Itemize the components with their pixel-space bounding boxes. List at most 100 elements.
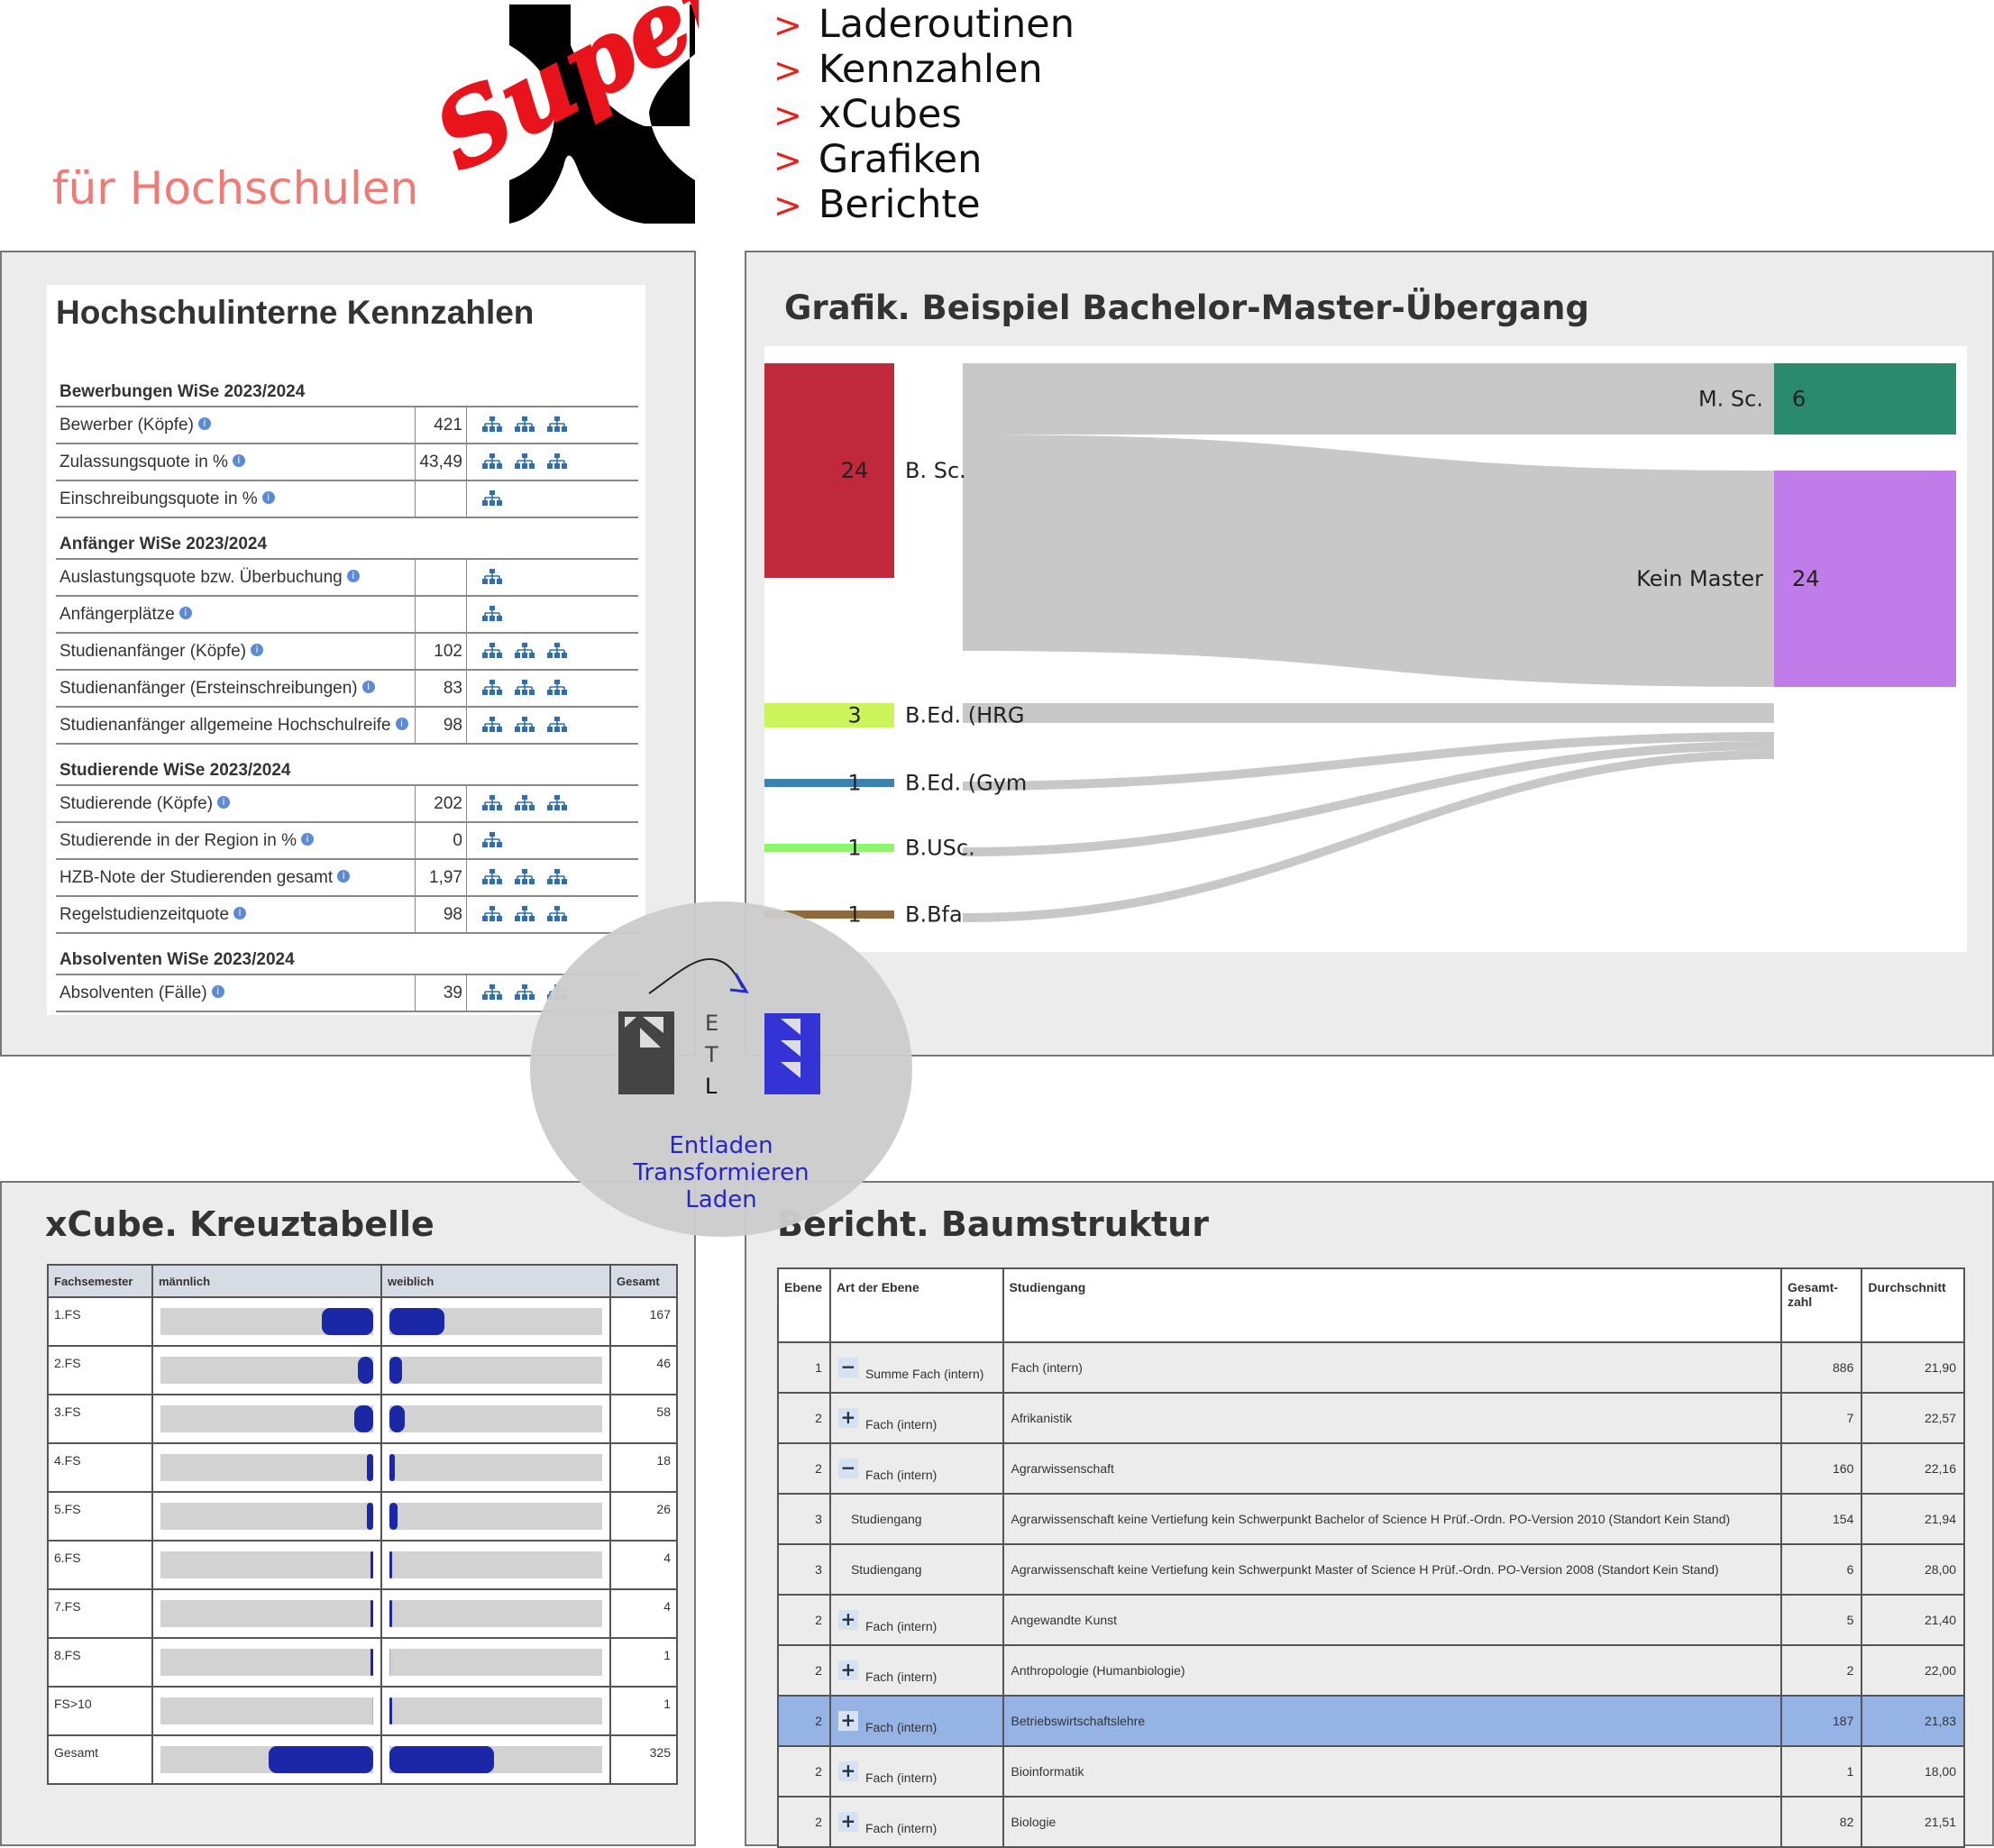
xcube-column-header[interactable]: weiblich: [380, 1264, 611, 1298]
xcube-male-cell: [151, 1637, 382, 1688]
hierarchy-icon[interactable]: [546, 679, 568, 697]
male-bar-track: [160, 1649, 373, 1676]
menu-item-xcubes[interactable]: > xCubes: [773, 90, 1075, 137]
bericht-row[interactable]: 2 + Fach (intern) Afrikanistik 7 22,57: [777, 1392, 1965, 1444]
bericht-row[interactable]: 2 + Fach (intern) Angewandte Kunst 5 21,40: [777, 1594, 1965, 1646]
bericht-column-header[interactable]: Art der Ebene: [828, 1267, 1004, 1343]
info-icon[interactable]: i: [337, 869, 351, 883]
expand-icon[interactable]: +: [837, 1761, 858, 1781]
menu-item-berichte[interactable]: > Berichte: [773, 180, 1075, 227]
info-icon[interactable]: i: [361, 680, 375, 693]
xcube-row: FS>10 1: [47, 1686, 678, 1736]
hierarchy-icon[interactable]: [481, 568, 503, 586]
xcube-row-label: FS>10: [47, 1686, 153, 1736]
hierarchy-icon[interactable]: [546, 868, 568, 886]
xcube-column-header[interactable]: Fachsemester: [47, 1264, 153, 1298]
expand-icon[interactable]: +: [837, 1660, 858, 1680]
hierarchy-icon[interactable]: [481, 716, 503, 734]
menu-item-grafiken[interactable]: > Grafiken: [773, 135, 1075, 182]
info-icon[interactable]: i: [178, 606, 192, 619]
info-icon[interactable]: i: [251, 643, 264, 656]
hierarchy-icon[interactable]: [514, 905, 535, 923]
hierarchy-icon[interactable]: [546, 642, 568, 660]
kennzahl-label: Bewerber (Köpfe): [59, 415, 194, 435]
female-bar: [389, 1649, 391, 1676]
hierarchy-icon[interactable]: [481, 905, 503, 923]
bericht-row[interactable]: 1− Summe Fach (intern) Fach (intern) 886 21,…: [777, 1341, 1965, 1394]
bericht-row[interactable]: 2 + Fach (intern) Biologie 82 21,51: [777, 1796, 1965, 1848]
hierarchy-icon[interactable]: [546, 905, 568, 923]
xcube-column-header[interactable]: Gesamt: [609, 1264, 678, 1298]
kennzahl-row: Anfängerplätze i: [56, 596, 638, 634]
hierarchy-icon[interactable]: [546, 794, 568, 812]
xcube-column-header[interactable]: männlich: [151, 1264, 382, 1298]
kennzahl-value: 102: [415, 633, 467, 671]
bericht-row[interactable]: 3 Studiengang Agrarwissenschaft keine Vert…: [777, 1543, 1965, 1596]
info-icon[interactable]: i: [395, 717, 408, 730]
hierarchy-icon[interactable]: [514, 983, 535, 1002]
hierarchy-icon[interactable]: [481, 642, 503, 660]
hierarchy-icon[interactable]: [481, 453, 503, 471]
bericht-row[interactable]: 2 + Fach (intern) Bioinformatik 1 18,00: [777, 1745, 1965, 1798]
bericht-row[interactable]: 3 Studiengang Agrarwissenschaft keine Vert…: [777, 1493, 1965, 1545]
hierarchy-icon[interactable]: [514, 679, 535, 697]
bericht-art-cell: + Fach (intern): [828, 1796, 1004, 1848]
grafik-panel: Grafik. Beispiel Bachelor-Master-Übergan…: [745, 251, 1994, 1057]
menu-item-laderoutinen[interactable]: > Laderoutinen: [773, 0, 1075, 47]
collapse-icon[interactable]: −: [837, 1459, 858, 1478]
hierarchy-icon[interactable]: [514, 794, 535, 812]
bericht-art-cell: + Fach (intern): [828, 1695, 1004, 1747]
xcube-row-label: 1.FS: [47, 1296, 153, 1347]
kennzahl-label-cell: Bewerber (Köpfe) i: [56, 407, 416, 444]
female-bar-track: [389, 1746, 602, 1773]
hierarchy-icon[interactable]: [481, 868, 503, 886]
expand-icon[interactable]: +: [837, 1711, 858, 1731]
bericht-art: Fach (intern): [864, 1467, 938, 1482]
hierarchy-icon[interactable]: [514, 416, 535, 434]
bericht-ebene: 2: [777, 1796, 831, 1848]
xcube-row: 1.FS 167: [47, 1296, 678, 1347]
info-icon[interactable]: i: [232, 453, 245, 467]
bericht-column-header[interactable]: Gesamt-zahl: [1779, 1267, 1863, 1343]
expand-icon[interactable]: +: [837, 1408, 858, 1428]
bericht-column-header[interactable]: Ebene: [777, 1267, 831, 1343]
bericht-column-header[interactable]: Durchschnitt: [1861, 1267, 1965, 1343]
bericht-row[interactable]: 2− Fach (intern) Agrarwissenschaft 160 22,16: [777, 1442, 1965, 1495]
info-icon[interactable]: i: [301, 832, 315, 846]
hierarchy-icon[interactable]: [481, 983, 503, 1002]
hierarchy-icon[interactable]: [481, 489, 503, 508]
xcube-row-total: 18: [609, 1442, 678, 1493]
hierarchy-icon[interactable]: [481, 605, 503, 623]
expand-icon[interactable]: +: [837, 1812, 858, 1832]
collapse-icon[interactable]: −: [837, 1358, 858, 1377]
bericht-ebene: 1: [777, 1341, 831, 1394]
bericht-row[interactable]: 2 + Fach (intern) Betriebswirtschaftslehre 1…: [777, 1695, 1965, 1747]
bericht-art-cell: − Summe Fach (intern): [828, 1341, 1004, 1394]
bericht-row[interactable]: 2 + Fach (intern) Anthropologie (Humanbiolo…: [777, 1644, 1965, 1697]
info-icon[interactable]: i: [217, 795, 231, 809]
etl-letter-e: E: [705, 1011, 719, 1036]
hierarchy-icon[interactable]: [481, 416, 503, 434]
bericht-column-header[interactable]: Studiengang: [1002, 1267, 1782, 1343]
hierarchy-icon[interactable]: [514, 868, 535, 886]
info-icon[interactable]: i: [197, 416, 211, 430]
hierarchy-icon[interactable]: [546, 416, 568, 434]
xcube-female-cell: [380, 1734, 611, 1785]
hierarchy-icon[interactable]: [481, 831, 503, 849]
info-icon[interactable]: i: [261, 490, 275, 504]
expand-icon[interactable]: +: [837, 1610, 858, 1630]
info-icon[interactable]: i: [233, 906, 247, 919]
hierarchy-icon[interactable]: [481, 679, 503, 697]
info-icon[interactable]: i: [211, 984, 224, 998]
kennzahl-value: 98: [415, 896, 467, 934]
kennzahlen-card: Hochschulinterne Kennzahlen Bewerbungen …: [47, 285, 645, 1015]
hierarchy-icon[interactable]: [546, 453, 568, 471]
hierarchy-icon[interactable]: [481, 794, 503, 812]
kennzahl-label-cell: HZB-Note der Studierenden gesamt i: [56, 859, 416, 897]
hierarchy-icon[interactable]: [514, 716, 535, 734]
info-icon[interactable]: i: [346, 569, 360, 582]
menu-item-kennzahlen[interactable]: > Kennzahlen: [773, 45, 1075, 92]
hierarchy-icon[interactable]: [546, 716, 568, 734]
hierarchy-icon[interactable]: [514, 642, 535, 660]
hierarchy-icon[interactable]: [514, 453, 535, 471]
